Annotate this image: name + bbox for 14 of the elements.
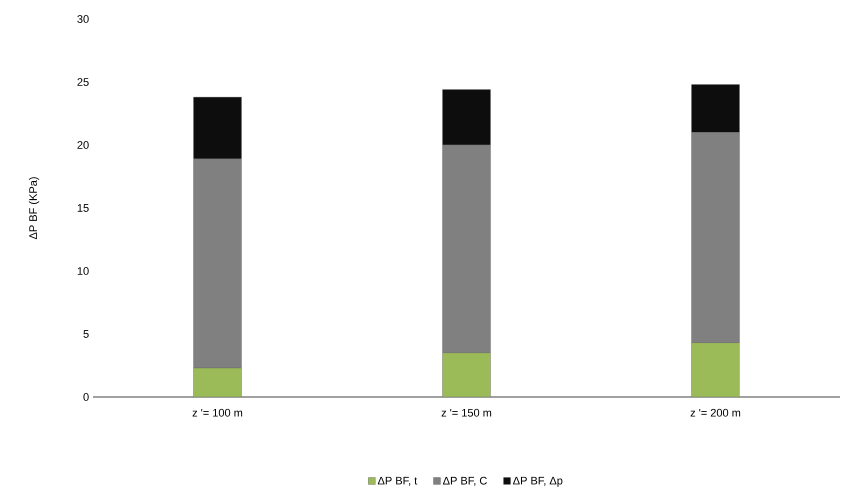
y-tick-label: 20 xyxy=(77,141,89,149)
x-tick-label: z '= 200 m xyxy=(690,408,740,417)
y-tick-label: 5 xyxy=(83,330,89,338)
x-tick-label: z '= 100 m xyxy=(192,408,242,417)
y-tick-label: 25 xyxy=(77,78,89,86)
y-axis-title: ΔP BF (KPa) xyxy=(28,177,40,240)
y-tick-label: 30 xyxy=(77,15,89,23)
y-tick-label: 0 xyxy=(83,393,89,401)
legend-label: ΔP BF, t xyxy=(378,476,418,486)
legend-label: ΔP BF, Δp xyxy=(513,476,562,487)
legend-label: ΔP BF, C xyxy=(443,476,487,486)
y-tick-label: 10 xyxy=(78,267,89,275)
y-tick-label: 15 xyxy=(78,204,89,212)
x-tick-label: z '= 150 m xyxy=(442,408,492,417)
